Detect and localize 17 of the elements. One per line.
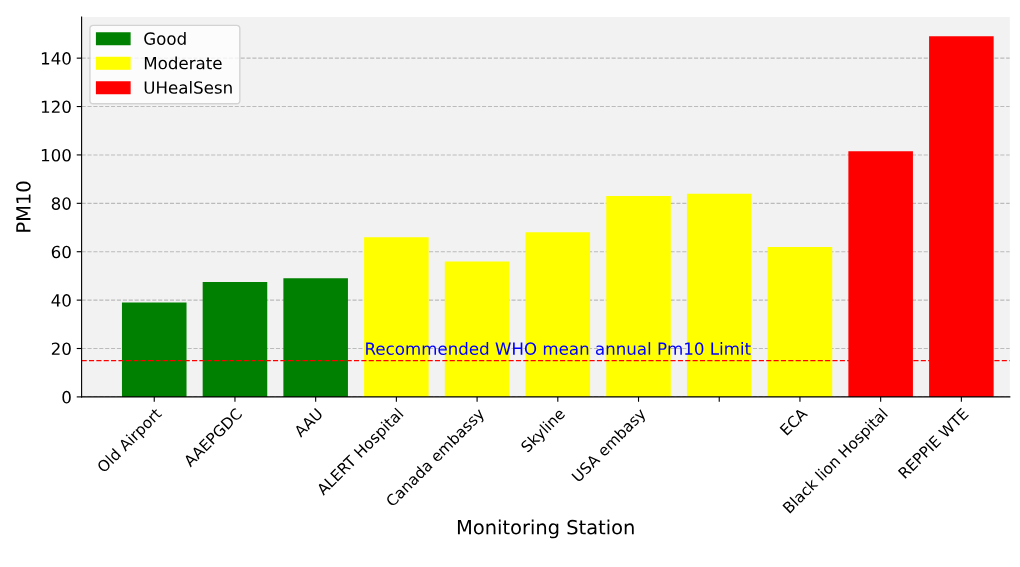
y-tick-label: 60 — [51, 245, 71, 259]
y-tick-label: 100 — [41, 148, 71, 162]
y-tick-label: 20 — [51, 342, 71, 356]
y-tick-label: 40 — [51, 294, 71, 307]
x-axis-title: Monitoring Station — [457, 519, 634, 539]
y-tick-label: 140 — [41, 52, 71, 65]
bar — [767, 246, 833, 397]
legend-label: UHealSesn — [144, 80, 232, 94]
y-tick-label: 120 — [41, 100, 71, 114]
bar — [121, 302, 187, 397]
y-tick-label: 80 — [51, 197, 71, 210]
y-tick-label: 0 — [62, 390, 71, 404]
bar — [202, 281, 268, 397]
y-axis-title: PM10 — [16, 181, 31, 232]
legend-label: Moderate — [144, 56, 222, 70]
legend-label: Good — [144, 32, 186, 45]
bar — [283, 278, 348, 397]
